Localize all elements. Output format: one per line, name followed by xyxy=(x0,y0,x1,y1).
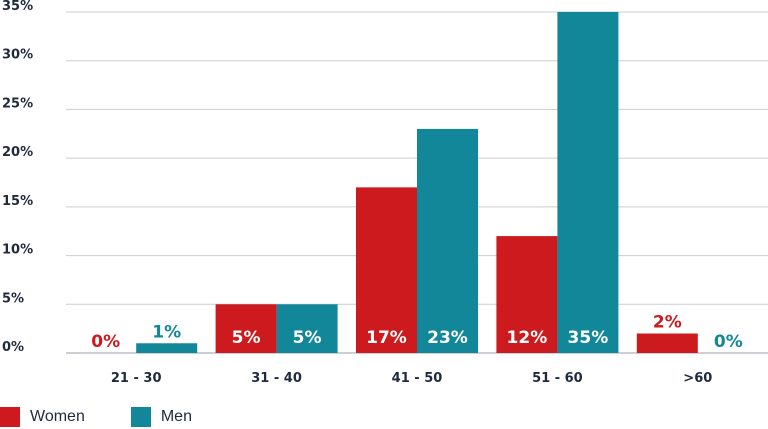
y-axis-ticks: 0% 5% 10% 15% 20% 25% 30% 35% xyxy=(2,0,33,355)
data-label-women-1: 5% xyxy=(232,328,261,348)
bar-men-0 xyxy=(136,343,198,353)
y-tick-label: 5% xyxy=(2,291,24,306)
legend: Women Men xyxy=(0,405,238,429)
x-category-label: 51 - 60 xyxy=(532,371,583,386)
bar-women-2 xyxy=(356,187,417,353)
y-tick-label: 30% xyxy=(2,48,33,63)
data-label-men-2: 23% xyxy=(427,328,468,348)
data-label-men-4: 0% xyxy=(714,332,743,352)
x-category-label: 21 - 30 xyxy=(111,371,162,386)
data-label-women-4: 2% xyxy=(653,313,682,333)
bar-men-2 xyxy=(417,128,478,353)
bar-women-1 xyxy=(215,304,277,353)
bars xyxy=(136,12,698,353)
data-label-women-0: 0% xyxy=(91,332,120,352)
data-label-men-1: 5% xyxy=(293,328,322,348)
x-category-label: 41 - 50 xyxy=(392,371,443,386)
bar-chart: 0% 5% 10% 15% 20% 25% 30% 35% 0% 1% 5% 5% 17% 23% 12%… xyxy=(2,0,768,386)
data-label-men-3: 35% xyxy=(568,328,609,348)
legend-swatch-women xyxy=(0,407,20,427)
bar-men-3 xyxy=(557,12,619,353)
legend-label-women: Women xyxy=(30,408,85,425)
bar-women-3 xyxy=(496,236,558,353)
y-tick-label: 15% xyxy=(2,194,33,209)
legend-swatch-men xyxy=(130,407,151,427)
y-tick-label: 20% xyxy=(2,145,33,160)
x-category-label: 31 - 40 xyxy=(251,371,302,386)
legend-item-men: Men xyxy=(130,407,192,427)
y-tick-label: 0% xyxy=(2,340,24,355)
bar-women-4 xyxy=(636,333,698,353)
data-labels: 0% 1% 5% 5% 17% 23% 12% 35% 2% 0% xyxy=(91,313,742,352)
data-label-women-2: 17% xyxy=(366,328,407,348)
y-tick-label: 10% xyxy=(2,243,33,258)
legend-label-men: Men xyxy=(160,408,192,425)
data-label-men-0: 1% xyxy=(152,322,181,342)
legend-item-women: Women xyxy=(0,407,85,427)
data-label-women-3: 12% xyxy=(507,328,548,348)
x-axis-categories: 21 - 30 31 - 40 41 - 50 51 - 60 >60 xyxy=(111,371,712,386)
y-tick-label: 25% xyxy=(2,96,33,111)
y-tick-label: 35% xyxy=(2,0,33,14)
x-category-label: >60 xyxy=(683,371,712,386)
bar-men-1 xyxy=(276,304,338,353)
